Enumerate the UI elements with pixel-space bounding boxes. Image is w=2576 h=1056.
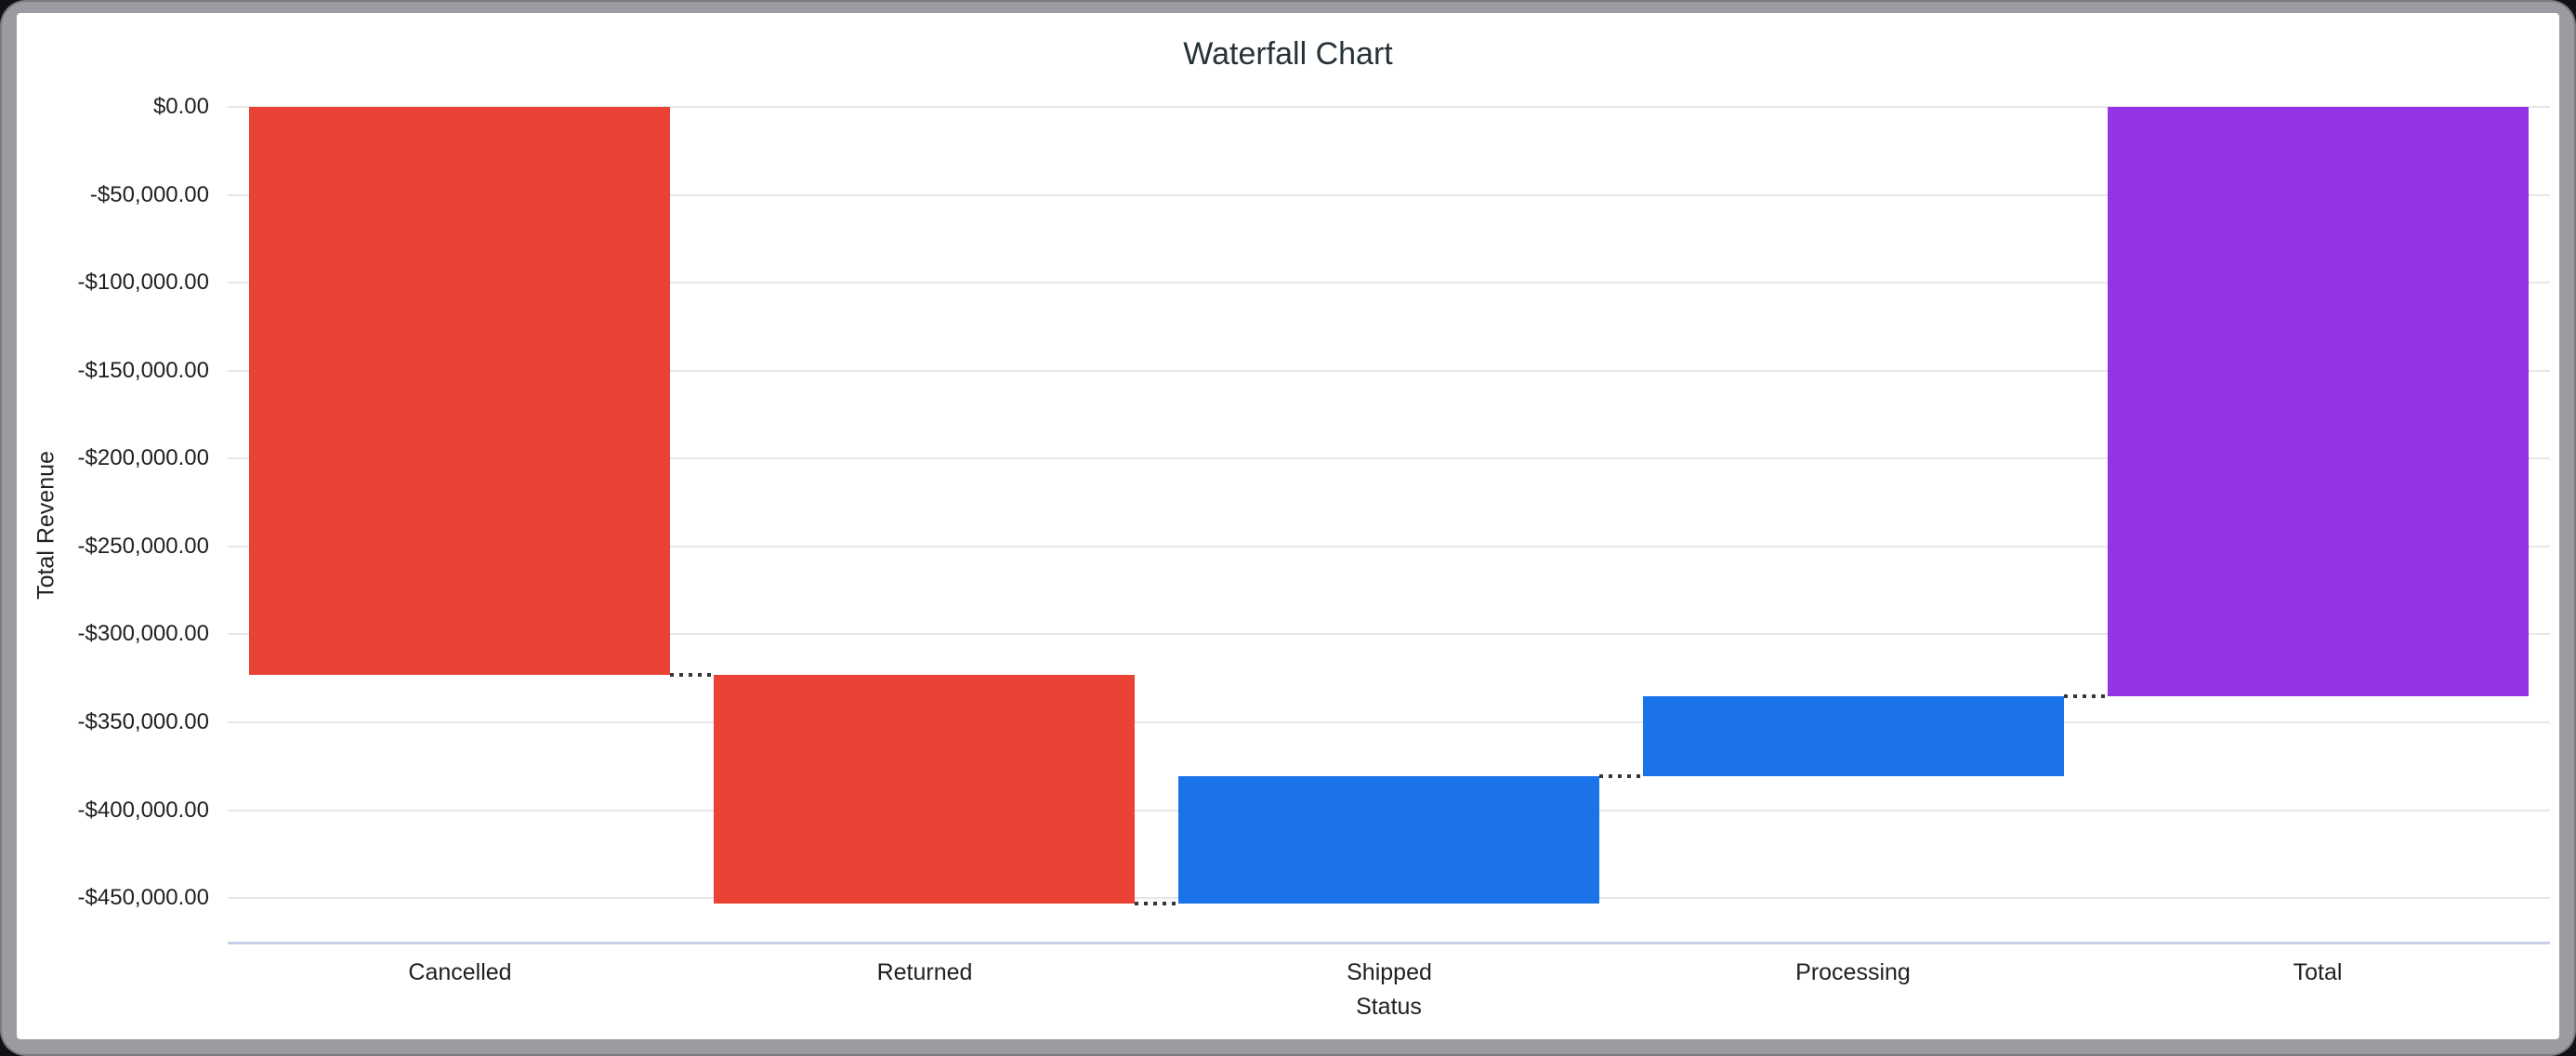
y-tick-label: -$50,000.00 — [89, 182, 209, 207]
x-tick-label: Total — [2293, 959, 2343, 985]
x-tick-label: Cancelled — [408, 959, 512, 985]
gridline — [228, 106, 2550, 108]
waterfall-connector — [1599, 774, 1643, 778]
bar-total[interactable] — [2108, 107, 2529, 696]
y-tick-label: -$400,000.00 — [77, 798, 209, 823]
y-tick-label: -$100,000.00 — [77, 270, 209, 295]
y-axis-title: Total Revenue — [33, 451, 59, 600]
bar-shipped[interactable] — [1178, 776, 1599, 904]
x-tick-label: Processing — [1795, 959, 1911, 985]
gridline — [228, 457, 2550, 459]
gridline — [228, 370, 2550, 372]
bar-cancelled[interactable] — [249, 107, 670, 675]
plot-area: $0.00 -$50,000.00 -$100,000.00 -$150,000.00… — [78, 94, 2550, 1020]
gridline — [228, 194, 2550, 196]
y-tick-label: -$200,000.00 — [77, 445, 209, 470]
x-axis-baseline — [228, 942, 2550, 944]
bar-returned[interactable] — [714, 675, 1135, 904]
y-tick-label: -$250,000.00 — [77, 534, 209, 559]
waterfall-connector — [1135, 902, 1178, 905]
y-tick-label: -$150,000.00 — [77, 358, 209, 383]
chart-title: Waterfall Chart — [1183, 36, 1393, 72]
chart-canvas: Waterfall Chart Total Revenue $0.00 -$50,… — [17, 13, 2559, 1039]
y-tick-label: -$300,000.00 — [77, 621, 209, 646]
waterfall-connector — [2064, 694, 2108, 698]
gridline — [228, 721, 2550, 723]
gridline — [228, 546, 2550, 548]
x-tick-label: Shipped — [1347, 959, 1432, 985]
gridline — [228, 633, 2550, 635]
x-axis-title: Status — [1356, 994, 1422, 1020]
gridline — [228, 282, 2550, 284]
waterfall-connector — [670, 673, 714, 677]
x-tick-label: Returned — [876, 959, 973, 985]
bar-processing[interactable] — [1643, 696, 2064, 776]
y-tick-label: -$450,000.00 — [77, 885, 209, 910]
y-tick-label: $0.00 — [152, 94, 209, 119]
y-tick-label: -$350,000.00 — [77, 709, 209, 734]
